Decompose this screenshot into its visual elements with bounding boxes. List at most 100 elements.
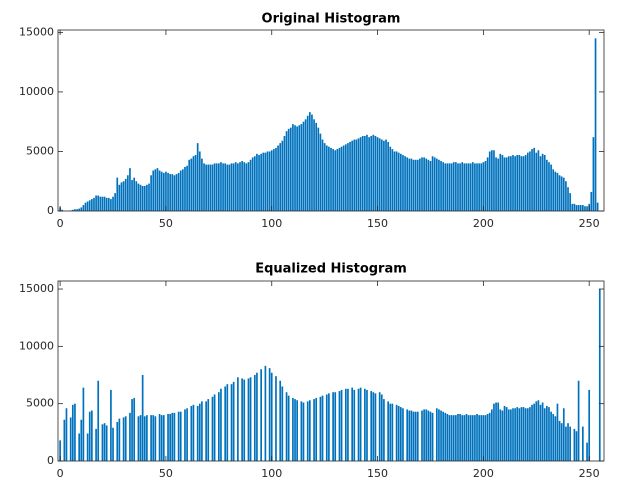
bar — [598, 289, 601, 461]
bar — [82, 205, 85, 211]
bar — [478, 415, 480, 461]
bar — [471, 162, 474, 211]
bar — [266, 151, 269, 211]
bar — [531, 149, 533, 211]
bar — [556, 172, 559, 211]
bar — [205, 401, 207, 461]
bar — [575, 431, 578, 461]
bar — [171, 412, 174, 461]
bar — [541, 153, 544, 211]
bar — [554, 416, 557, 461]
bar — [334, 150, 337, 211]
bar — [146, 184, 148, 211]
bar — [486, 157, 489, 211]
bar — [565, 426, 567, 461]
bar — [118, 184, 121, 211]
bar — [391, 403, 394, 461]
bar — [524, 408, 527, 461]
bar — [105, 425, 108, 461]
bar — [196, 405, 199, 461]
y-tick-label: 10000 — [19, 85, 54, 98]
bar — [581, 426, 584, 461]
bar — [264, 365, 267, 461]
bar — [63, 419, 66, 461]
bar — [80, 419, 83, 461]
bar — [397, 152, 400, 211]
bar — [336, 149, 339, 211]
bar — [573, 428, 576, 461]
bar — [584, 206, 586, 211]
bar — [118, 418, 121, 461]
bar — [429, 160, 432, 211]
bar — [262, 152, 265, 211]
bar — [201, 401, 203, 461]
bar — [389, 403, 392, 461]
bar — [275, 147, 277, 211]
bar — [232, 381, 235, 461]
bar — [192, 156, 195, 211]
bar — [177, 172, 180, 211]
bar — [237, 163, 239, 211]
bar — [571, 203, 574, 211]
bar — [205, 164, 207, 211]
bar — [279, 143, 282, 211]
bar — [482, 162, 485, 211]
bar — [308, 112, 311, 211]
bar — [230, 384, 233, 461]
bar — [141, 375, 144, 461]
bar — [560, 176, 563, 211]
bar — [414, 159, 417, 211]
bar — [438, 159, 440, 211]
bar — [408, 158, 411, 211]
bar — [148, 183, 150, 211]
bar — [410, 158, 413, 211]
bar — [209, 164, 212, 211]
bar — [213, 163, 216, 211]
bar — [141, 185, 144, 211]
bar — [328, 146, 330, 211]
bar — [501, 155, 504, 211]
bar — [541, 402, 544, 461]
bar — [167, 172, 169, 211]
bar — [306, 115, 309, 211]
bar — [237, 377, 239, 461]
bar — [372, 392, 375, 461]
bar — [577, 205, 580, 211]
bar — [308, 400, 311, 461]
bar — [226, 164, 229, 211]
bar — [501, 410, 504, 461]
bar — [486, 413, 489, 461]
bar — [201, 158, 203, 211]
bar — [537, 150, 540, 211]
bar — [399, 407, 402, 461]
bar — [258, 155, 260, 211]
bar — [554, 171, 557, 211]
bar — [59, 440, 61, 461]
bar — [97, 380, 100, 461]
bar — [514, 156, 516, 211]
bar — [78, 208, 81, 211]
bar — [232, 163, 235, 211]
bar — [448, 163, 451, 211]
bar — [101, 196, 104, 211]
bar — [438, 409, 440, 461]
bar — [480, 415, 483, 461]
bar — [110, 199, 112, 211]
x-tick-label: 100 — [261, 467, 282, 480]
axes-box — [57, 280, 605, 462]
bar — [124, 178, 127, 211]
bar — [408, 410, 411, 461]
bar — [285, 392, 288, 461]
bar — [452, 415, 455, 461]
bar — [338, 147, 341, 211]
bar — [482, 415, 485, 461]
bar — [207, 399, 210, 461]
bar — [457, 163, 459, 211]
bar — [364, 388, 366, 461]
bar — [370, 135, 373, 211]
bar — [592, 137, 595, 211]
bar — [397, 405, 400, 461]
bar — [378, 138, 381, 211]
bar — [323, 143, 326, 211]
bar — [347, 388, 349, 461]
